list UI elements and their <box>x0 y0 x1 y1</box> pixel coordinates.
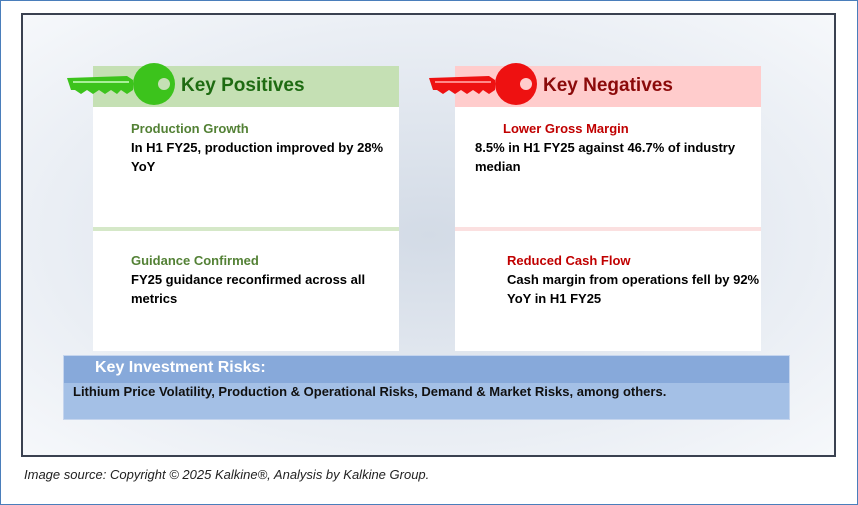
item-text: In H1 FY25, production improved by 28% Y… <box>131 140 384 174</box>
item-text: Cash margin from operations fell by 92% … <box>507 272 760 306</box>
green-key-icon <box>67 63 175 105</box>
divider <box>455 227 761 231</box>
risks-text: Lithium Price Volatility, Production & O… <box>73 384 667 399</box>
risks-title: Key Investment Risks: <box>64 356 789 383</box>
red-key-icon <box>429 63 537 105</box>
item-text: FY25 guidance reconfirmed across all met… <box>131 272 366 306</box>
image-caption: Image source: Copyright © 2025 Kalkine®,… <box>24 467 430 482</box>
key-negatives-column: Key Negatives Lower Gross Margin 8.5% in… <box>429 63 761 351</box>
item-title: Reduced Cash Flow <box>507 253 631 268</box>
item-text: 8.5% in H1 FY25 against 46.7% of industr… <box>475 140 736 174</box>
key-negatives-header: Key Negatives <box>429 63 761 107</box>
divider <box>93 227 399 231</box>
key-positives-header: Key Positives <box>67 63 399 107</box>
key-negatives-title: Key Negatives <box>543 75 673 96</box>
positive-item: Guidance Confirmed FY25 guidance reconfi… <box>93 231 399 351</box>
positive-item: Production Growth In H1 FY25, production… <box>93 107 399 227</box>
negative-item: Reduced Cash Flow Cash margin from opera… <box>455 231 761 351</box>
key-positives-title: Key Positives <box>181 75 305 96</box>
item-title: Lower Gross Margin <box>503 121 629 136</box>
key-investment-risks: Key Investment Risks: Lithium Price Vola… <box>63 355 790 420</box>
negative-item: Lower Gross Margin 8.5% in H1 FY25 again… <box>455 107 761 227</box>
item-title: Production Growth <box>131 121 249 136</box>
key-positives-column: Key Positives Production Growth In H1 FY… <box>67 63 399 351</box>
item-title: Guidance Confirmed <box>131 253 259 268</box>
